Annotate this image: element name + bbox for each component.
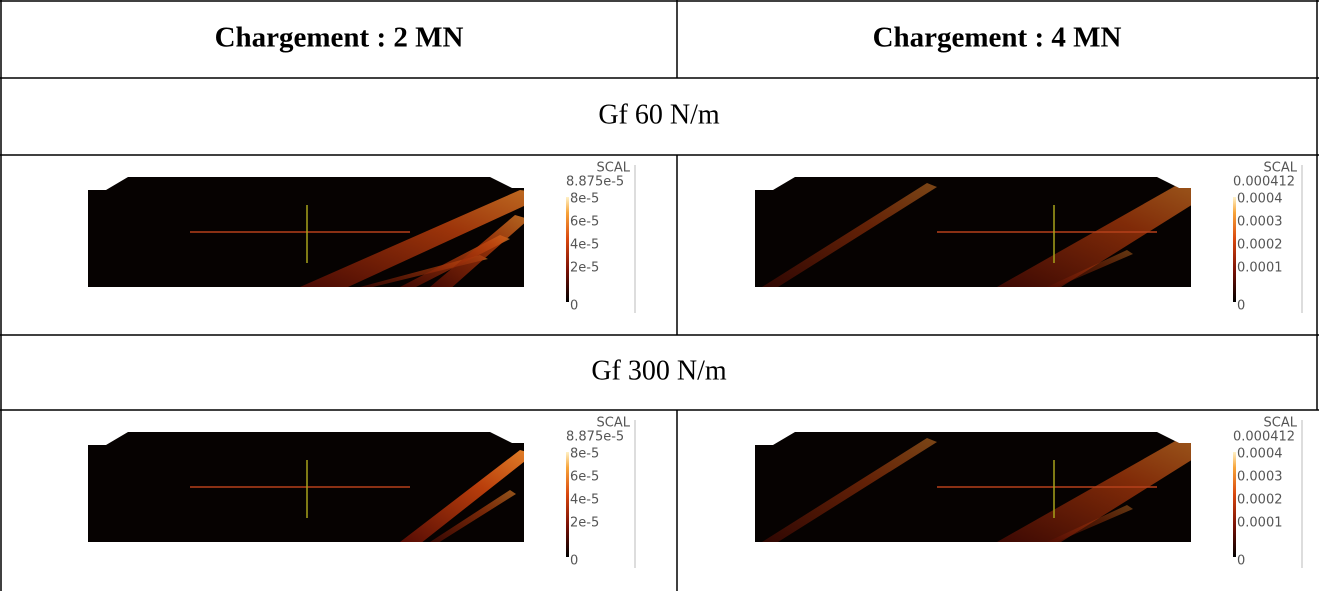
legend-label: 2e-5 [570,261,599,276]
legend-label: 0.000412 [1233,430,1295,445]
colorbar [1233,197,1236,302]
streak [430,215,524,287]
streak [400,450,524,542]
legend-label: 0.0002 [1237,238,1283,253]
streak [762,438,937,542]
legend-label: 0.0003 [1237,215,1283,230]
legend-label: 2e-5 [570,516,599,531]
legend-label: 0.0001 [1237,261,1283,276]
streak [300,190,524,287]
column-header: Chargement : 2 MN [215,22,464,54]
legend-label: 0 [1237,299,1245,314]
legend-label: 0.0004 [1237,447,1283,462]
legend-label: 6e-5 [570,215,599,230]
colorbar [566,197,569,302]
colorbar [1233,452,1236,557]
legend-title: SCAL [1264,161,1298,176]
streaks [762,183,1191,287]
column-header: Chargement : 4 MN [873,22,1122,54]
streak [997,440,1191,542]
legend-label: 6e-5 [570,470,599,485]
legend-label: 8e-5 [570,447,599,462]
legend-title: SCAL [597,161,631,176]
streak [1047,505,1133,542]
streak [762,183,937,287]
legend-label: 8e-5 [570,192,599,207]
section-label: Gf 300 N/m [591,355,727,386]
legend-label: 0.0004 [1237,192,1283,207]
legend-label: 8.875e-5 [566,430,624,445]
legend-label: 0 [570,554,578,569]
legend-label: 4e-5 [570,493,599,508]
legend-label: 0.0001 [1237,516,1283,531]
streaks [762,438,1191,542]
legend-label: 0.000412 [1233,175,1295,190]
legend-title: SCAL [597,416,631,431]
streak [997,185,1191,287]
legend-label: 0 [570,299,578,314]
streaks [400,450,524,542]
legend-label: 8.875e-5 [566,175,624,190]
legend-title: SCAL [1264,416,1298,431]
colorbar [566,452,569,557]
streak [430,490,516,542]
legend-label: 0.0002 [1237,493,1283,508]
legend-label: 0 [1237,554,1245,569]
streak [1047,250,1133,287]
section-label: Gf 60 N/m [598,99,720,130]
legend-label: 4e-5 [570,238,599,253]
legend-label: 0.0003 [1237,470,1283,485]
streaks [300,190,524,287]
